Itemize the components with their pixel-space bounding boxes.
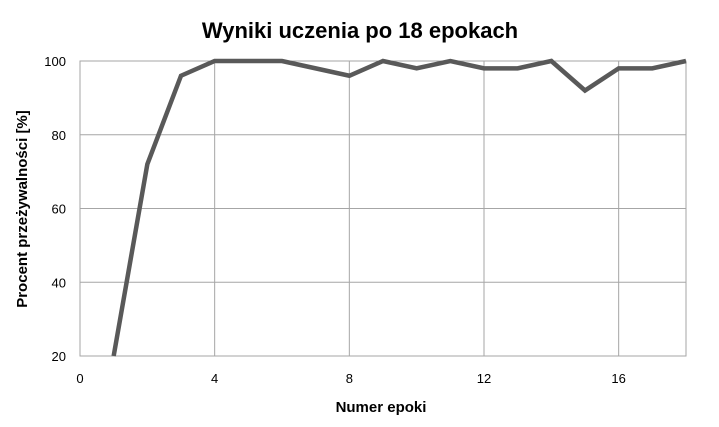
y-tick-label: 100 [44,54,66,69]
x-tick-label: 8 [346,371,353,386]
x-tick-label: 16 [611,371,625,386]
x-tick-label: 4 [211,371,218,386]
y-tick-label: 20 [52,349,66,364]
x-axis-label: Numer epoki [336,399,427,416]
series-layer [111,58,687,357]
chart-title: Wyniki uczenia po 18 epokach [202,18,518,43]
y-tick-label: 40 [52,275,66,290]
x-tick-label: 0 [76,371,83,386]
tick-labels: 20 40 60 80 100 0 4 8 12 16 [44,54,626,386]
series-line [111,58,687,357]
y-axis-label: Procent przeżywalności [%] [14,110,31,308]
y-tick-label: 80 [52,128,66,143]
x-tick-label: 12 [477,371,491,386]
grid [79,60,687,357]
y-tick-label: 60 [52,202,66,217]
